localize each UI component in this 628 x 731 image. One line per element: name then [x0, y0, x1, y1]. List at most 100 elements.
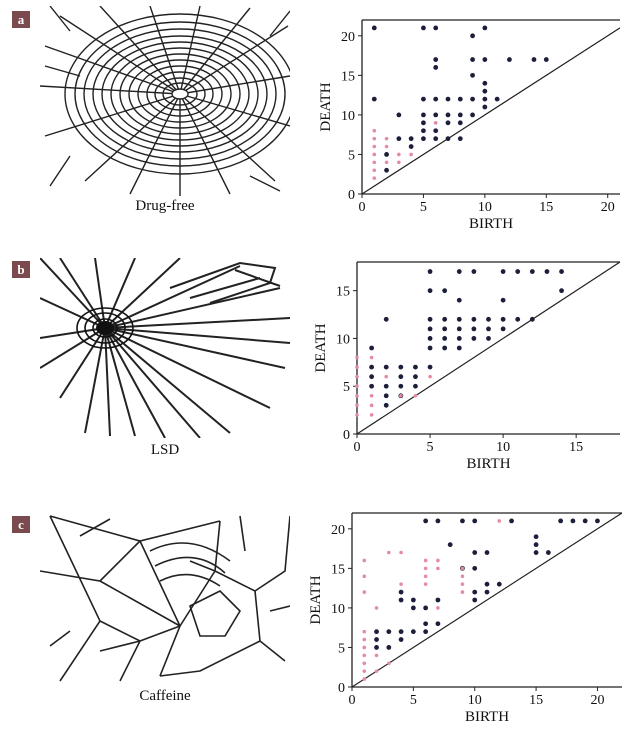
dark-point: [398, 597, 404, 603]
dark-point: [484, 589, 490, 595]
dark-point: [442, 345, 448, 351]
pink-point: [355, 365, 359, 369]
y-tick-label: 15: [336, 285, 350, 300]
dark-point: [433, 128, 439, 134]
dark-point: [398, 637, 404, 642]
caption-drug-free: Drug-free: [135, 198, 195, 214]
dark-point: [398, 364, 404, 370]
x-tick-label: 5: [410, 693, 417, 708]
dark-point: [374, 629, 379, 635]
pink-point: [355, 355, 359, 360]
dark-point: [484, 550, 490, 555]
dark-point: [408, 144, 414, 149]
dark-point: [383, 383, 389, 389]
panel-letter-badge: a: [12, 11, 30, 28]
persistence-diagram-c: 0 5 10 15 20 0 5 10 15 20 BIRTH DEATH: [308, 512, 623, 725]
dark-point: [472, 565, 478, 571]
panel-letter-badge: c: [12, 516, 30, 533]
pink-point: [399, 550, 403, 555]
dark-point: [427, 316, 433, 322]
x-axis-label: BIRTH: [469, 216, 513, 232]
dark-point: [442, 326, 448, 332]
dark-point: [384, 152, 389, 157]
dark-point: [384, 167, 389, 173]
pink-point: [355, 403, 359, 408]
dark-point: [482, 25, 488, 31]
x-tick-label: 20: [590, 693, 604, 708]
dark-point: [445, 112, 451, 118]
pink-point: [362, 637, 367, 642]
panel-c: c Caffeine 0 5 10 15 20 0 5 10 15 20 BIRTH DEATH: [0, 505, 628, 731]
caption-lsd: LSD: [150, 442, 180, 458]
x-tick-label: 20: [601, 200, 615, 215]
y-tick-label: 5: [348, 148, 355, 163]
pink-point: [460, 582, 465, 586]
dark-point: [472, 550, 478, 555]
y-tick-label: 0: [343, 428, 350, 443]
dark-point: [472, 597, 478, 603]
dark-point: [486, 336, 491, 341]
diagonal-line: [361, 27, 621, 195]
dark-point: [427, 288, 433, 294]
panel-b: b LSD 0 5 10 15 0 5 10 15 BIRTH DEATH: [0, 250, 628, 475]
dark-point: [482, 57, 488, 62]
y-tick-label: 5: [338, 641, 345, 656]
y-tick-label: 10: [341, 109, 355, 124]
dark-point: [433, 65, 439, 70]
dark-point: [421, 136, 426, 142]
pink-point: [409, 152, 413, 157]
diagonal-line: [356, 261, 621, 435]
pink-point: [460, 590, 465, 594]
pink-point: [436, 566, 440, 571]
dark-point: [427, 269, 433, 274]
dark-point: [433, 96, 439, 102]
dark-point: [482, 104, 488, 110]
dark-point: [472, 518, 478, 524]
x-axis-label: BIRTH: [465, 709, 509, 725]
dark-point: [410, 629, 416, 635]
dark-point: [369, 364, 375, 370]
pink-point: [362, 590, 367, 594]
dark-point: [383, 393, 389, 399]
dark-point: [470, 96, 475, 102]
pink-point: [423, 582, 428, 586]
pink-point: [372, 176, 377, 180]
dark-point: [427, 345, 433, 351]
pink-point: [460, 566, 465, 571]
dark-point: [482, 96, 488, 102]
dark-point: [470, 112, 475, 118]
y-tick-label: 10: [331, 602, 345, 617]
dark-point: [543, 57, 549, 62]
dark-point: [445, 96, 451, 102]
dark-point: [582, 518, 588, 524]
dark-point: [423, 518, 429, 524]
dark-point: [529, 269, 535, 274]
dark-point: [386, 645, 392, 650]
dark-point: [515, 269, 521, 274]
panel-letter-badge: b: [12, 261, 30, 278]
dark-point: [410, 597, 416, 603]
dark-point: [460, 518, 465, 524]
dark-point: [445, 136, 451, 142]
spider-web-lsd-image: [40, 258, 290, 438]
pink-point: [399, 582, 403, 586]
pink-point: [372, 168, 377, 173]
dark-point: [410, 605, 416, 611]
spider-web-drug-free-image: [40, 6, 290, 196]
dark-point: [374, 645, 379, 650]
pink-point: [423, 566, 428, 571]
dark-point: [456, 297, 462, 303]
dark-point: [421, 112, 426, 118]
pink-point: [355, 384, 359, 389]
dark-point: [482, 80, 488, 86]
dark-point: [500, 297, 506, 303]
diagonal-line: [351, 512, 623, 688]
dark-point: [427, 326, 433, 332]
pink-point: [497, 519, 502, 523]
dark-point: [423, 605, 429, 611]
pink-point: [436, 606, 440, 610]
dark-point: [457, 120, 463, 126]
dark-point: [486, 326, 491, 332]
pink-point: [384, 374, 389, 379]
dark-point: [500, 269, 506, 274]
